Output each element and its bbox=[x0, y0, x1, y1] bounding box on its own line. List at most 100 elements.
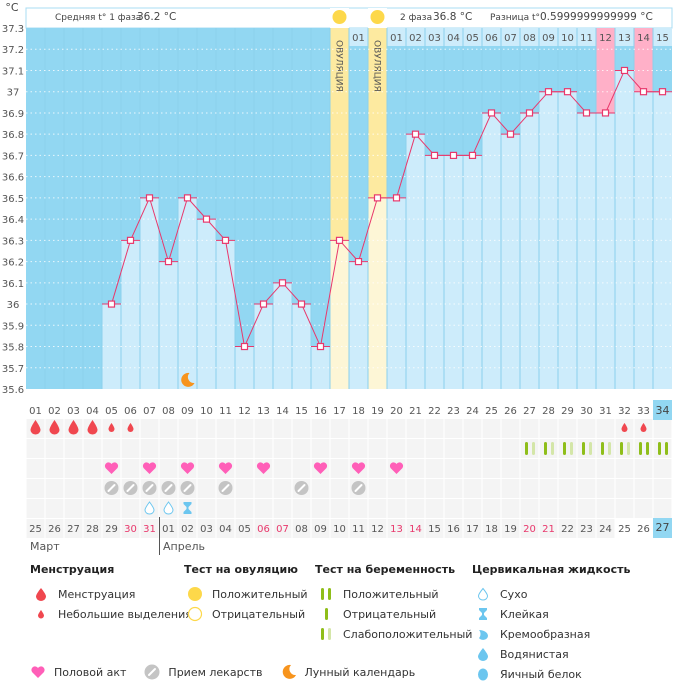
cycle-day-label: 08 bbox=[162, 406, 175, 417]
calendar-date: 31 bbox=[143, 524, 156, 535]
grid-svg: 01 02 03 04 05 06 07 08 09 10 11 12 13 14 15 16 17 18 19 20… bbox=[26, 400, 672, 559]
ovulation-bar bbox=[330, 240, 349, 389]
cycle-day-label: 26 bbox=[504, 406, 517, 417]
grid-cell bbox=[159, 519, 178, 538]
legend-item: Яичный белок bbox=[472, 664, 630, 684]
grid-cell bbox=[596, 479, 615, 498]
grid-cell bbox=[26, 479, 45, 498]
small-drop-icon bbox=[30, 609, 52, 619]
pregnancy-test-control-line bbox=[582, 442, 585, 455]
month-label: Апрель bbox=[163, 540, 205, 553]
grid-cell bbox=[349, 419, 368, 438]
dry-icon bbox=[144, 501, 155, 515]
grid-cell bbox=[159, 419, 178, 438]
grid-cell bbox=[368, 519, 387, 538]
grid-cell bbox=[121, 499, 140, 518]
circle-outline-icon bbox=[184, 606, 206, 622]
legend-ovulation-test: Тест на овуляцию Положительный Отрицател… bbox=[184, 563, 308, 624]
grid-cell bbox=[387, 419, 406, 438]
ovulation-test-positive-icon bbox=[370, 10, 385, 24]
grid-cell bbox=[425, 419, 444, 438]
calendar-date: 21 bbox=[542, 524, 555, 535]
grid-cell bbox=[235, 519, 254, 538]
grid-cell bbox=[387, 439, 406, 458]
cycle-day-label: 15 bbox=[295, 406, 308, 417]
temperature-bar bbox=[159, 261, 178, 389]
grid-cell bbox=[444, 479, 463, 498]
grid-cell bbox=[254, 479, 273, 498]
calendar-date: 28 bbox=[86, 524, 99, 535]
grid-cell bbox=[482, 519, 501, 538]
grid-cell bbox=[577, 499, 596, 518]
temperature-point bbox=[639, 88, 648, 96]
grid-cell bbox=[520, 419, 539, 438]
grid-cell bbox=[444, 519, 463, 538]
grid-cell bbox=[653, 479, 672, 498]
grid-cell bbox=[26, 499, 45, 518]
grid-cell bbox=[520, 479, 539, 498]
grid-cell bbox=[292, 519, 311, 538]
legend-label: Отрицательный bbox=[343, 607, 437, 621]
grid-cell bbox=[273, 479, 292, 498]
grid-cell bbox=[102, 499, 121, 518]
cycle-day-header-label: 14 bbox=[637, 33, 650, 44]
ovulation-test-positive-icon bbox=[332, 10, 347, 24]
cycle-day-label: 30 bbox=[580, 406, 593, 417]
legend-label: Водянистая bbox=[500, 647, 569, 661]
cycle-day-label: 13 bbox=[257, 406, 270, 417]
temperature-bar bbox=[615, 70, 634, 390]
grid-cell bbox=[387, 519, 406, 538]
y-tick-label: 37 bbox=[7, 88, 20, 99]
grid-cell bbox=[273, 419, 292, 438]
cycle-day-header-label: 12 bbox=[599, 33, 612, 44]
grid-cell bbox=[273, 499, 292, 518]
cycle-day-label: 04 bbox=[86, 406, 99, 417]
temperature-point bbox=[107, 300, 116, 308]
pregnancy-test-result-line bbox=[665, 442, 668, 455]
phase2-label: 2 фаза bbox=[400, 13, 432, 23]
cycle-day-label: 06 bbox=[124, 406, 137, 417]
grid-cell bbox=[406, 459, 425, 478]
legend-item: Положительный bbox=[315, 584, 472, 604]
calendar-date: 10 bbox=[333, 524, 346, 535]
cycle-day-header-label: 03 bbox=[428, 33, 441, 44]
grid-cell bbox=[45, 479, 64, 498]
calendar-date: 03 bbox=[200, 524, 213, 535]
grid-cell bbox=[235, 439, 254, 458]
grid-cell bbox=[653, 459, 672, 478]
legend-title: Менструация bbox=[30, 563, 115, 576]
pregnancy-test-result-line bbox=[589, 442, 592, 455]
calendar-date: 27 bbox=[656, 521, 670, 534]
pregnancy-test-result-line bbox=[532, 442, 535, 455]
legend-item: Слабоположительный bbox=[315, 624, 472, 644]
y-tick-label: 36.8 bbox=[2, 130, 24, 141]
grid-cell bbox=[292, 439, 311, 458]
cycle-day-label: 12 bbox=[238, 406, 251, 417]
y-tick-label: 36.6 bbox=[2, 173, 24, 184]
cycle-day-label: 33 bbox=[637, 406, 650, 417]
grid-cell bbox=[406, 479, 425, 498]
grid-cell bbox=[558, 419, 577, 438]
grid-cell bbox=[482, 419, 501, 438]
grid-cell bbox=[577, 459, 596, 478]
pill-icon-stroke bbox=[107, 484, 116, 492]
grid-cell bbox=[140, 419, 159, 438]
spotting-drop-icon bbox=[621, 423, 628, 432]
cycle-day-header-cell bbox=[406, 28, 425, 46]
moon-icon bbox=[181, 372, 195, 387]
temperature-point bbox=[411, 130, 420, 138]
egg-white-icon bbox=[472, 667, 494, 681]
calendar-date: 18 bbox=[485, 524, 498, 535]
weak-bar-icon bbox=[315, 628, 337, 640]
pregnancy-test-control-line bbox=[620, 442, 623, 455]
ovulation-label: ОВУЛЯЦИЯ bbox=[334, 40, 344, 92]
legend-other: Половой акт Прием лекарств Лунный календ… bbox=[30, 664, 433, 680]
grid-cell bbox=[311, 499, 330, 518]
cycle-day-label: 31 bbox=[599, 406, 612, 417]
temperature-point bbox=[487, 109, 496, 117]
legend-title: Тест на овуляцию bbox=[184, 563, 298, 576]
day-grid: 01 02 03 04 05 06 07 08 09 10 11 12 13 14 15 16 17 18 19 20… bbox=[0, 400, 682, 559]
grid-cell bbox=[311, 479, 330, 498]
grid-cell bbox=[596, 439, 615, 458]
cycle-day-header-label: 04 bbox=[447, 33, 460, 44]
